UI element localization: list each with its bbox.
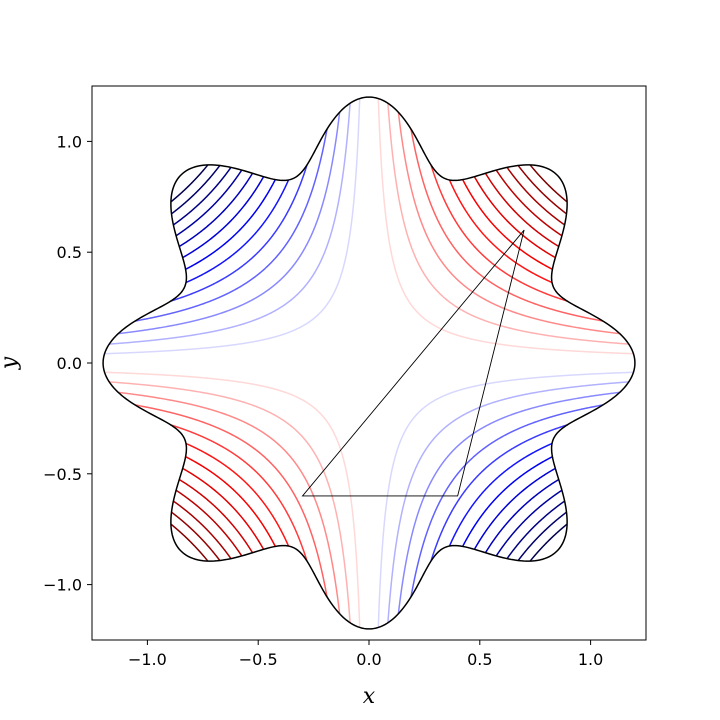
star-boundary	[102, 96, 636, 630]
contour-line	[103, 465, 267, 629]
contour-line	[103, 409, 323, 629]
y-tick-label: −0.5	[43, 465, 82, 484]
contour-line	[103, 97, 275, 269]
contour-line	[415, 409, 635, 629]
contour-line	[103, 457, 275, 629]
contour-line	[103, 393, 339, 629]
contour-line	[103, 97, 331, 325]
y-tick-label: −1.0	[43, 576, 82, 595]
contour-line	[407, 97, 635, 325]
contour-line	[463, 97, 635, 269]
contour-line	[439, 97, 635, 293]
x-axis-label: x	[363, 684, 376, 709]
contour-line	[103, 97, 307, 301]
contour-line	[103, 385, 347, 629]
contour-line	[391, 385, 635, 629]
contour-line	[103, 433, 299, 629]
axes-frame	[91, 85, 647, 641]
contour-lines	[103, 97, 635, 629]
contour-line	[399, 97, 635, 333]
contour-line	[376, 370, 635, 629]
contour-line	[447, 441, 635, 629]
contour-line	[463, 457, 635, 629]
contour-line	[103, 441, 291, 629]
x-tick-label: 0.0	[356, 650, 381, 669]
x-tick-label: −0.5	[239, 650, 278, 669]
y-tick-label: 1.0	[57, 132, 82, 151]
contour-line	[103, 97, 291, 285]
contour-line	[103, 97, 339, 333]
y-tick-label: 0.0	[57, 354, 82, 373]
contour-line	[103, 425, 307, 629]
contour-line	[399, 393, 635, 629]
y-axis-label: y	[0, 356, 22, 370]
triangle-outline	[301, 229, 525, 497]
contour-line	[415, 97, 635, 317]
contour-line	[391, 97, 635, 341]
y-tick-label: 0.5	[57, 243, 82, 262]
x-tick-label: 1.0	[578, 650, 603, 669]
contour-line	[376, 97, 635, 356]
contour-line	[431, 425, 635, 629]
contour-line	[103, 97, 347, 341]
x-tick-label: 0.5	[467, 650, 492, 669]
contour-line	[407, 401, 635, 629]
contour-line	[471, 97, 635, 261]
contour-line	[103, 97, 267, 261]
contour-line	[103, 401, 331, 629]
contour-line	[103, 97, 362, 356]
contour-line	[431, 97, 635, 301]
contour-line	[103, 97, 323, 317]
contour-line	[103, 370, 362, 629]
contour-line	[103, 97, 299, 293]
contour-line	[447, 97, 635, 285]
contour-line	[471, 465, 635, 629]
y-axis-ticks: −1.0 −0.5 0.0 0.5 1.0	[43, 132, 92, 595]
x-axis-ticks: −1.0 −0.5 0.0 0.5 1.0	[128, 640, 603, 669]
x-tick-label: −1.0	[128, 650, 167, 669]
contour-line	[439, 433, 635, 629]
